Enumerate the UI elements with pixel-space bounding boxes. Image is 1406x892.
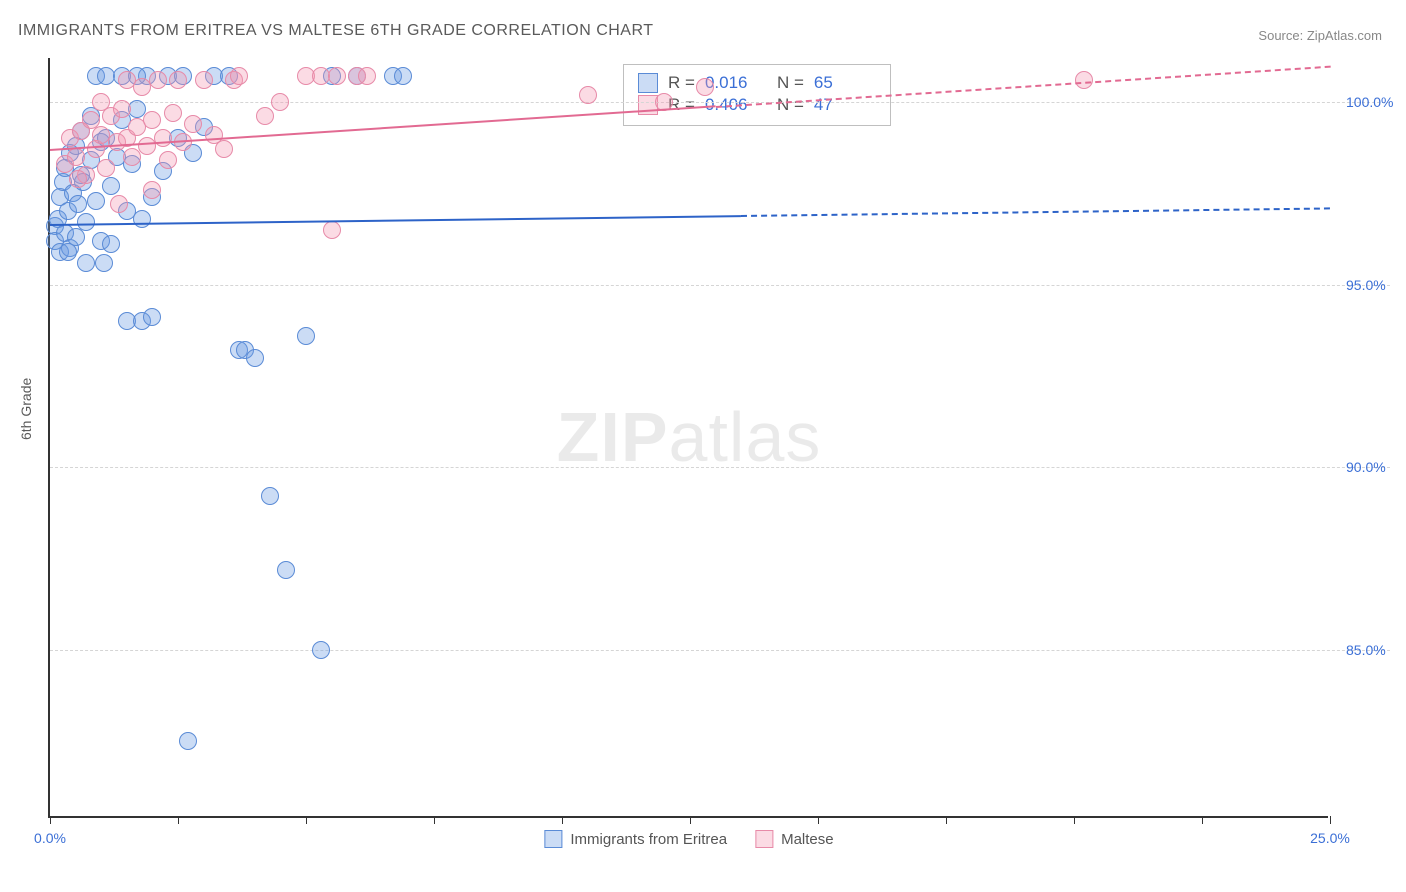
x-tick-label: 0.0% — [34, 830, 66, 846]
x-tick — [1330, 816, 1331, 824]
data-point — [246, 349, 264, 367]
watermark: ZIPatlas — [557, 397, 822, 477]
gridline — [50, 102, 1390, 103]
x-tick — [1074, 816, 1075, 824]
n-label: N = — [777, 95, 804, 115]
r-label: R = — [668, 73, 695, 93]
data-point — [696, 78, 714, 96]
data-point — [69, 170, 87, 188]
data-point — [102, 235, 120, 253]
x-tick — [946, 816, 947, 824]
data-point — [394, 67, 412, 85]
data-point — [95, 254, 113, 272]
data-point — [159, 151, 177, 169]
x-tick-label: 25.0% — [1310, 830, 1350, 846]
scatter-plot: ZIPatlas R =0.016N =65R =0.406N =47 Immi… — [48, 58, 1328, 818]
data-point — [133, 210, 151, 228]
r-value: 0.016 — [705, 73, 767, 93]
n-label: N = — [777, 73, 804, 93]
data-point — [67, 148, 85, 166]
x-tick — [50, 816, 51, 824]
gridline — [50, 285, 1390, 286]
chart-title: IMMIGRANTS FROM ERITREA VS MALTESE 6TH G… — [18, 22, 654, 40]
legend-swatch — [544, 830, 562, 848]
data-point — [102, 177, 120, 195]
data-point — [87, 192, 105, 210]
data-point — [215, 140, 233, 158]
x-tick — [178, 816, 179, 824]
data-point — [358, 67, 376, 85]
data-point — [110, 195, 128, 213]
gridline — [50, 467, 1390, 468]
x-tick — [818, 816, 819, 824]
data-point — [1075, 71, 1093, 89]
data-point — [328, 67, 346, 85]
x-tick — [690, 816, 691, 824]
source-link[interactable]: ZipAtlas.com — [1307, 28, 1382, 43]
data-point — [77, 213, 95, 231]
data-point — [179, 732, 197, 750]
data-point — [169, 71, 187, 89]
y-tick-label: 90.0% — [1346, 459, 1386, 475]
y-axis-label: 6th Grade — [18, 378, 34, 440]
x-tick — [306, 816, 307, 824]
data-point — [143, 308, 161, 326]
data-point — [312, 641, 330, 659]
data-point — [297, 327, 315, 345]
data-point — [184, 115, 202, 133]
data-point — [323, 221, 341, 239]
y-tick-label: 95.0% — [1346, 277, 1386, 293]
y-tick-label: 100.0% — [1346, 94, 1393, 110]
legend-swatch — [755, 830, 773, 848]
data-point — [113, 100, 131, 118]
data-point — [261, 487, 279, 505]
data-point — [77, 254, 95, 272]
source-attribution: Source: ZipAtlas.com — [1258, 28, 1382, 43]
legend-item: Maltese — [755, 830, 834, 848]
stats-row: R = 0.016 N = 65 — [638, 73, 876, 93]
data-point — [59, 243, 77, 261]
data-point — [69, 195, 87, 213]
data-point — [195, 71, 213, 89]
source-label: Source: — [1258, 28, 1303, 43]
gridline — [50, 650, 1390, 651]
y-tick-label: 85.0% — [1346, 642, 1386, 658]
data-point — [277, 561, 295, 579]
x-tick — [1202, 816, 1203, 824]
regression-line — [741, 208, 1330, 218]
legend-item: Immigrants from Eritrea — [544, 830, 727, 848]
regression-line — [50, 215, 741, 226]
data-point — [271, 93, 289, 111]
data-point — [154, 129, 172, 147]
data-point — [97, 159, 115, 177]
legend-label: Immigrants from Eritrea — [570, 831, 727, 848]
data-point — [230, 67, 248, 85]
data-point — [143, 181, 161, 199]
data-point — [149, 71, 167, 89]
data-point — [123, 148, 141, 166]
data-point — [579, 86, 597, 104]
data-point — [164, 104, 182, 122]
x-tick — [434, 816, 435, 824]
n-value: 65 — [814, 73, 876, 93]
legend-label: Maltese — [781, 831, 834, 848]
data-point — [143, 111, 161, 129]
x-tick — [562, 816, 563, 824]
series-legend: Immigrants from Eritrea Maltese — [544, 830, 833, 848]
legend-swatch — [638, 73, 658, 93]
data-point — [256, 107, 274, 125]
